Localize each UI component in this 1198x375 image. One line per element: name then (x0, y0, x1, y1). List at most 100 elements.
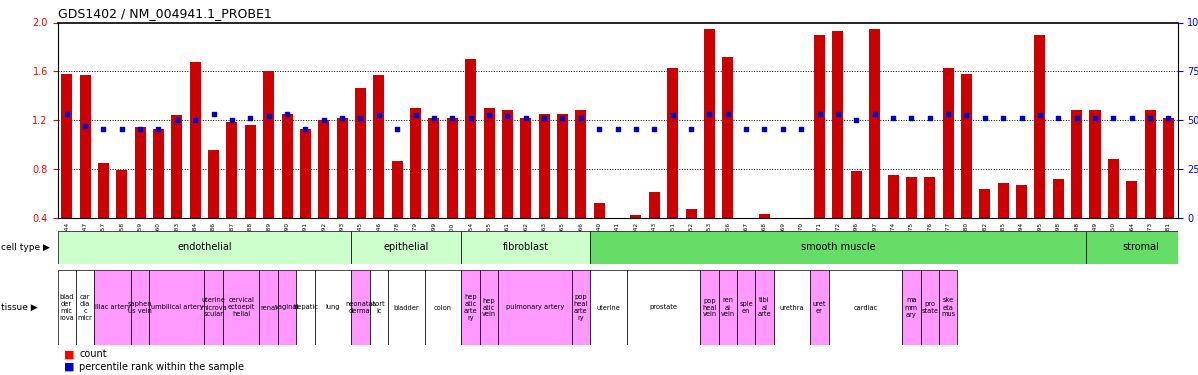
Point (534, 115, 553, 121)
Text: GDS1402 / NM_004941.1_PROBE1: GDS1402 / NM_004941.1_PROBE1 (58, 7, 271, 20)
Point (975, 115, 994, 121)
Bar (300, 129, 311, 217)
Point (1030, 112, 1049, 118)
Text: ske
eta
mus: ske eta mus (942, 297, 955, 318)
Bar (943, 68, 954, 218)
Bar (131, 270, 150, 345)
Point (865, 111, 884, 117)
Bar (591, 231, 1085, 264)
Bar (1089, 110, 1101, 218)
Point (1103, 115, 1123, 121)
Text: epithelial: epithelial (383, 243, 429, 252)
Text: endothelial: endothelial (177, 243, 231, 252)
Point (938, 111, 957, 117)
Bar (571, 270, 591, 345)
Bar (374, 75, 385, 217)
Bar (58, 231, 351, 264)
Point (75, 123, 95, 129)
Bar (1071, 110, 1082, 218)
Bar (778, 217, 788, 236)
Point (993, 115, 1012, 121)
Text: hep
atic
vein: hep atic vein (482, 297, 496, 318)
Text: sple
en: sple en (739, 301, 754, 314)
Bar (979, 189, 991, 217)
Text: hep
atic
arte
ry: hep atic arte ry (464, 294, 478, 321)
Text: cardiac: cardiac (853, 304, 878, 310)
Bar (484, 108, 495, 218)
Text: uret
er: uret er (812, 301, 827, 314)
Bar (833, 31, 843, 217)
Bar (795, 217, 806, 220)
Point (682, 126, 701, 132)
Bar (189, 62, 201, 217)
Point (755, 126, 774, 132)
Bar (337, 118, 347, 218)
Bar (153, 129, 164, 217)
Point (278, 111, 297, 117)
Text: car
dia
c
micr: car dia c micr (78, 294, 92, 321)
Point (388, 126, 407, 132)
Point (645, 126, 664, 132)
Point (828, 111, 847, 117)
Bar (829, 270, 902, 345)
Text: neonatal
dermal: neonatal dermal (346, 301, 375, 314)
Point (773, 126, 792, 132)
Point (1140, 115, 1160, 121)
Bar (774, 270, 810, 345)
Bar (351, 270, 370, 345)
Bar (888, 175, 898, 217)
Text: hepatic: hepatic (294, 304, 317, 310)
Text: ma
mm
ary: ma mm ary (904, 297, 918, 318)
Bar (591, 270, 627, 345)
Text: percentile rank within the sample: percentile rank within the sample (79, 362, 244, 372)
Text: tibi
al
arte: tibi al arte (757, 297, 772, 318)
Bar (1144, 110, 1156, 218)
Bar (1163, 118, 1174, 218)
Bar (429, 118, 440, 218)
Text: renal: renal (260, 304, 277, 310)
Bar (58, 270, 75, 345)
Point (1048, 115, 1067, 121)
Bar (502, 110, 513, 218)
Point (131, 126, 150, 132)
Point (406, 112, 425, 118)
Text: ■: ■ (63, 350, 74, 359)
Point (168, 117, 187, 123)
Point (883, 115, 902, 121)
Text: ■: ■ (63, 362, 74, 372)
Point (351, 115, 370, 121)
Bar (319, 120, 329, 218)
Point (571, 115, 591, 121)
Point (296, 126, 315, 132)
Bar (134, 128, 146, 218)
Bar (685, 209, 696, 218)
Point (498, 113, 518, 119)
Bar (1016, 184, 1027, 218)
Bar (116, 170, 127, 217)
Bar (594, 203, 605, 217)
Point (241, 115, 260, 121)
Bar (719, 270, 737, 345)
Bar (498, 270, 571, 345)
Point (113, 126, 132, 132)
Text: pop
heal
arte
ry: pop heal arte ry (574, 294, 588, 321)
Bar (79, 75, 91, 217)
Bar (75, 270, 95, 345)
Text: tissue ▶: tissue ▶ (1, 303, 38, 312)
Point (204, 111, 223, 117)
Bar (355, 88, 367, 218)
Bar (388, 270, 425, 345)
Point (627, 126, 646, 132)
Text: colon: colon (434, 304, 452, 310)
Text: pop
heal
vein: pop heal vein (702, 297, 716, 318)
Point (479, 112, 498, 118)
Point (259, 113, 278, 119)
Point (333, 115, 352, 121)
Point (700, 111, 719, 117)
Bar (410, 108, 420, 218)
Point (957, 112, 976, 118)
Text: lung: lung (326, 304, 340, 310)
Point (314, 117, 333, 123)
Point (369, 112, 388, 118)
Text: fibroblast: fibroblast (503, 243, 549, 252)
